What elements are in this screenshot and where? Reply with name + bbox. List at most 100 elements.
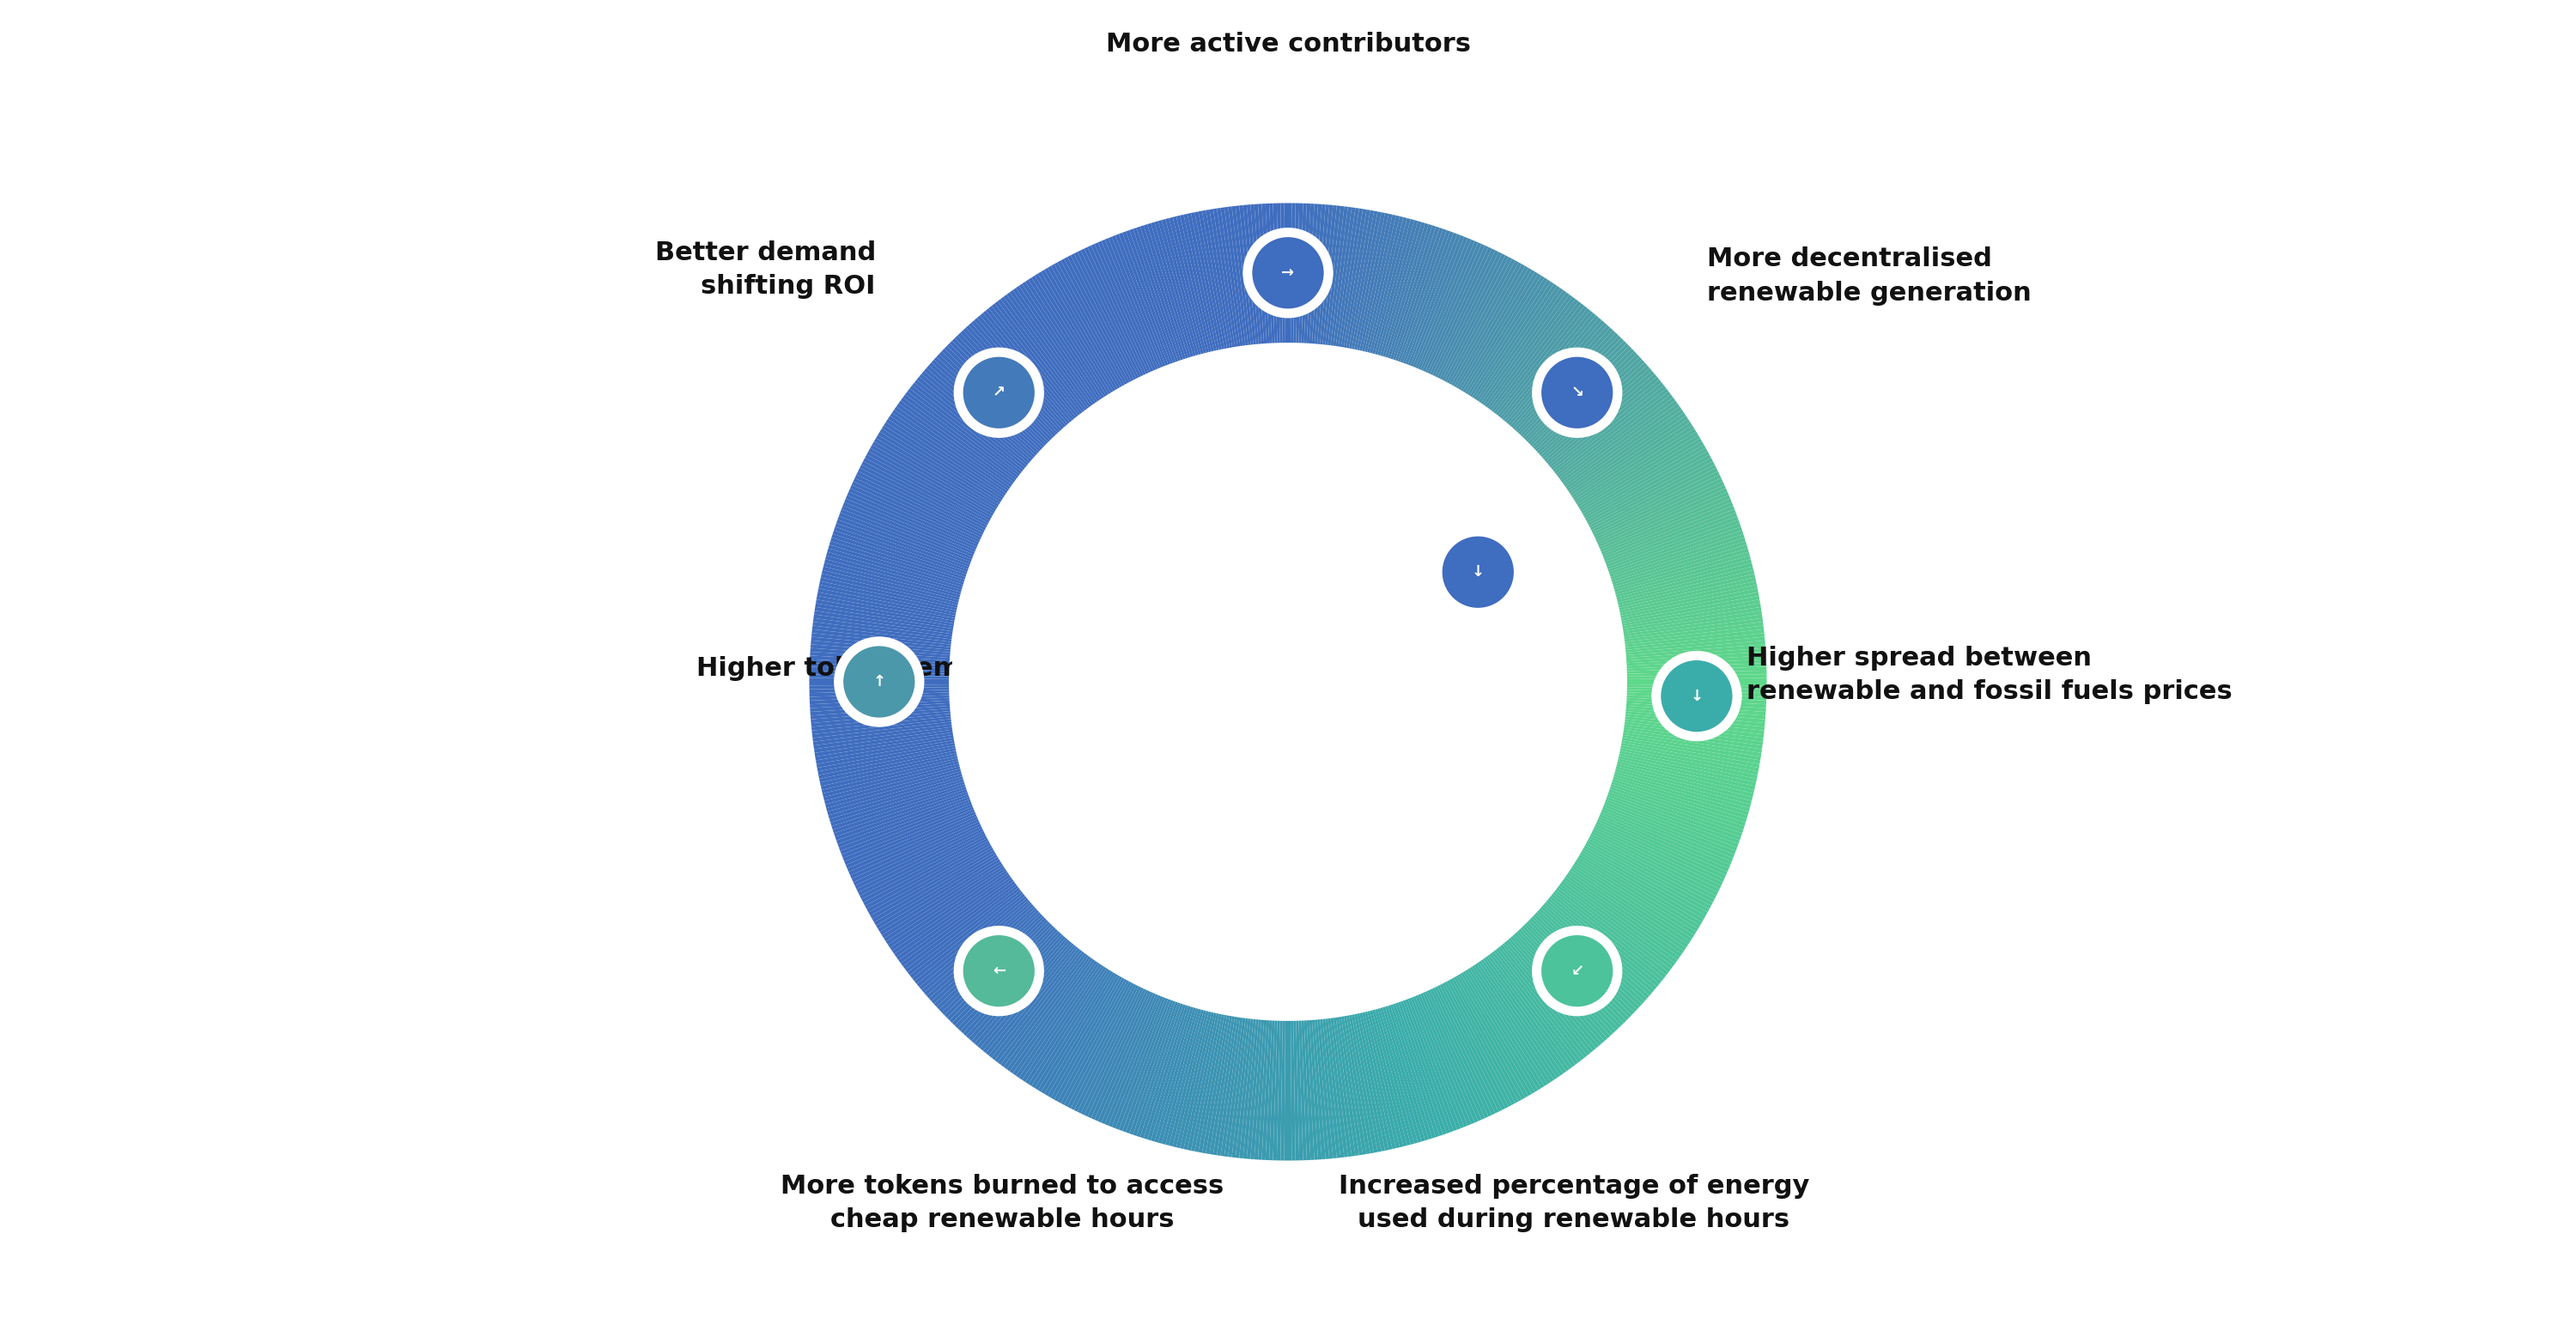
Wedge shape <box>822 758 958 794</box>
Wedge shape <box>1613 548 1749 590</box>
Wedge shape <box>1618 755 1754 790</box>
Wedge shape <box>1458 603 1535 628</box>
Wedge shape <box>1373 218 1412 354</box>
Wedge shape <box>1296 422 1301 503</box>
Wedge shape <box>1466 702 1546 713</box>
Wedge shape <box>1558 392 1672 479</box>
Wedge shape <box>1061 980 1128 1104</box>
Wedge shape <box>1301 422 1309 503</box>
Wedge shape <box>1577 857 1698 932</box>
Wedge shape <box>1146 1005 1190 1140</box>
Wedge shape <box>1445 558 1517 596</box>
Wedge shape <box>1443 773 1512 816</box>
Wedge shape <box>817 599 953 626</box>
Wedge shape <box>938 912 1041 1009</box>
Wedge shape <box>994 301 1082 414</box>
Wedge shape <box>1095 992 1154 1122</box>
Wedge shape <box>871 445 994 516</box>
Wedge shape <box>1466 695 1546 705</box>
Wedge shape <box>1249 1020 1265 1159</box>
Wedge shape <box>1188 213 1218 350</box>
Wedge shape <box>1455 587 1530 616</box>
Text: Higher spread between
renewable and fossil fuels prices: Higher spread between renewable and foss… <box>1747 646 2233 705</box>
Wedge shape <box>1324 428 1342 507</box>
Circle shape <box>958 929 1041 1012</box>
Wedge shape <box>1231 206 1252 345</box>
Wedge shape <box>997 299 1084 412</box>
Wedge shape <box>1425 797 1486 850</box>
Wedge shape <box>1108 237 1164 368</box>
Wedge shape <box>1355 213 1386 350</box>
Wedge shape <box>935 910 1038 1007</box>
Wedge shape <box>1528 920 1628 1020</box>
Wedge shape <box>822 574 958 608</box>
Wedge shape <box>1625 714 1765 730</box>
Wedge shape <box>1154 221 1195 356</box>
Wedge shape <box>1625 703 1765 715</box>
Wedge shape <box>1468 968 1546 1088</box>
Wedge shape <box>1285 1021 1288 1161</box>
Wedge shape <box>1084 988 1146 1116</box>
Circle shape <box>1437 531 1520 614</box>
Wedge shape <box>1484 290 1566 406</box>
Wedge shape <box>811 648 951 660</box>
Wedge shape <box>871 848 994 919</box>
Wedge shape <box>1406 485 1461 547</box>
Text: ↗: ↗ <box>992 385 1005 400</box>
Wedge shape <box>1430 792 1494 842</box>
Wedge shape <box>1378 457 1419 527</box>
Wedge shape <box>1391 1004 1435 1138</box>
Circle shape <box>958 352 1041 435</box>
Wedge shape <box>1182 214 1216 350</box>
Wedge shape <box>1463 627 1543 646</box>
Wedge shape <box>1450 570 1522 606</box>
Wedge shape <box>1257 1020 1270 1159</box>
Wedge shape <box>1332 431 1352 508</box>
Circle shape <box>1242 227 1334 318</box>
Wedge shape <box>832 531 966 578</box>
Wedge shape <box>1419 804 1479 860</box>
Wedge shape <box>1458 973 1533 1096</box>
Wedge shape <box>824 559 961 598</box>
Wedge shape <box>1589 836 1716 902</box>
Wedge shape <box>1221 207 1242 346</box>
Wedge shape <box>1558 885 1672 972</box>
Wedge shape <box>1597 820 1726 878</box>
Wedge shape <box>896 877 1012 960</box>
Wedge shape <box>1340 435 1365 511</box>
Wedge shape <box>1481 959 1564 1076</box>
Wedge shape <box>907 888 1020 975</box>
Wedge shape <box>1592 471 1721 535</box>
Wedge shape <box>1455 592 1533 620</box>
Wedge shape <box>848 488 979 547</box>
Wedge shape <box>974 939 1069 1046</box>
Wedge shape <box>1370 1011 1406 1146</box>
Wedge shape <box>1579 435 1700 509</box>
Wedge shape <box>1432 787 1497 836</box>
Wedge shape <box>1136 226 1182 360</box>
Wedge shape <box>1468 674 1548 678</box>
Wedge shape <box>1025 965 1105 1084</box>
Wedge shape <box>1293 203 1298 342</box>
Wedge shape <box>878 857 999 932</box>
Wedge shape <box>1298 203 1306 344</box>
Wedge shape <box>1309 1020 1321 1159</box>
Wedge shape <box>1378 221 1417 356</box>
Wedge shape <box>1489 297 1577 410</box>
Wedge shape <box>1437 251 1502 378</box>
Wedge shape <box>1378 456 1419 527</box>
Wedge shape <box>1595 826 1721 889</box>
Wedge shape <box>1468 667 1548 674</box>
Text: Increased percentage of energy
used during renewable hours: Increased percentage of energy used duri… <box>1340 1174 1808 1233</box>
Wedge shape <box>881 861 1002 939</box>
Wedge shape <box>1461 270 1535 392</box>
Wedge shape <box>873 441 994 513</box>
Wedge shape <box>1494 301 1582 414</box>
Wedge shape <box>1569 413 1687 493</box>
Wedge shape <box>1538 360 1643 456</box>
Wedge shape <box>866 451 992 521</box>
Wedge shape <box>1620 592 1759 620</box>
Wedge shape <box>1453 754 1525 789</box>
Wedge shape <box>866 841 989 909</box>
Wedge shape <box>917 896 1028 987</box>
